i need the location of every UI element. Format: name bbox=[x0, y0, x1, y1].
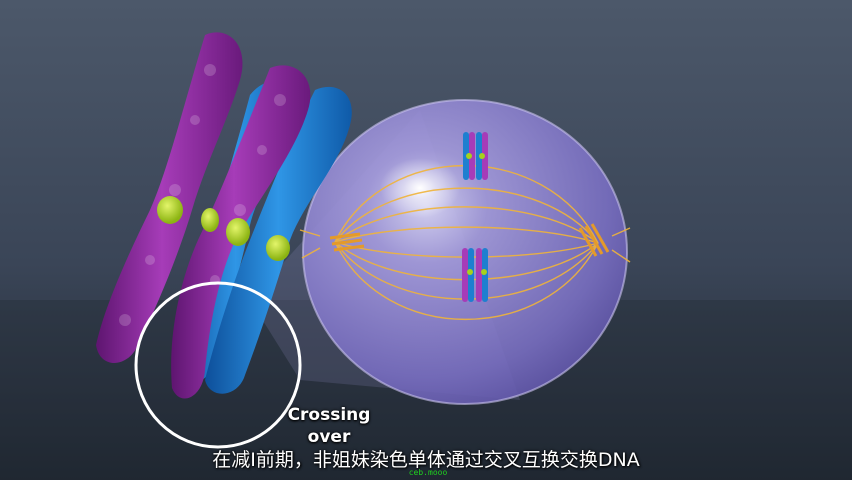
light-highlight bbox=[380, 158, 460, 218]
tetrad-lower bbox=[462, 248, 488, 302]
subtitle-caption: 在减I前期，非姐妹染色单体通过交叉互换交换DNA bbox=[212, 449, 640, 471]
centromere-1 bbox=[157, 196, 183, 224]
centromere-4 bbox=[266, 235, 290, 261]
watermark: ceb.mooo bbox=[408, 468, 448, 477]
centrosome-right bbox=[578, 223, 610, 257]
centrosome-left bbox=[329, 232, 365, 252]
tetrad-upper bbox=[463, 132, 488, 180]
chromosome-pair bbox=[96, 32, 352, 399]
spindle-fibers bbox=[299, 164, 631, 321]
magenta-chromatid-2 bbox=[171, 65, 311, 399]
crossing-over-highlight-circle bbox=[134, 281, 302, 449]
centromere-2 bbox=[201, 208, 219, 232]
crossing-over-label: Crossing over bbox=[287, 405, 371, 447]
cell bbox=[299, 99, 631, 405]
centromere-3 bbox=[226, 218, 250, 246]
